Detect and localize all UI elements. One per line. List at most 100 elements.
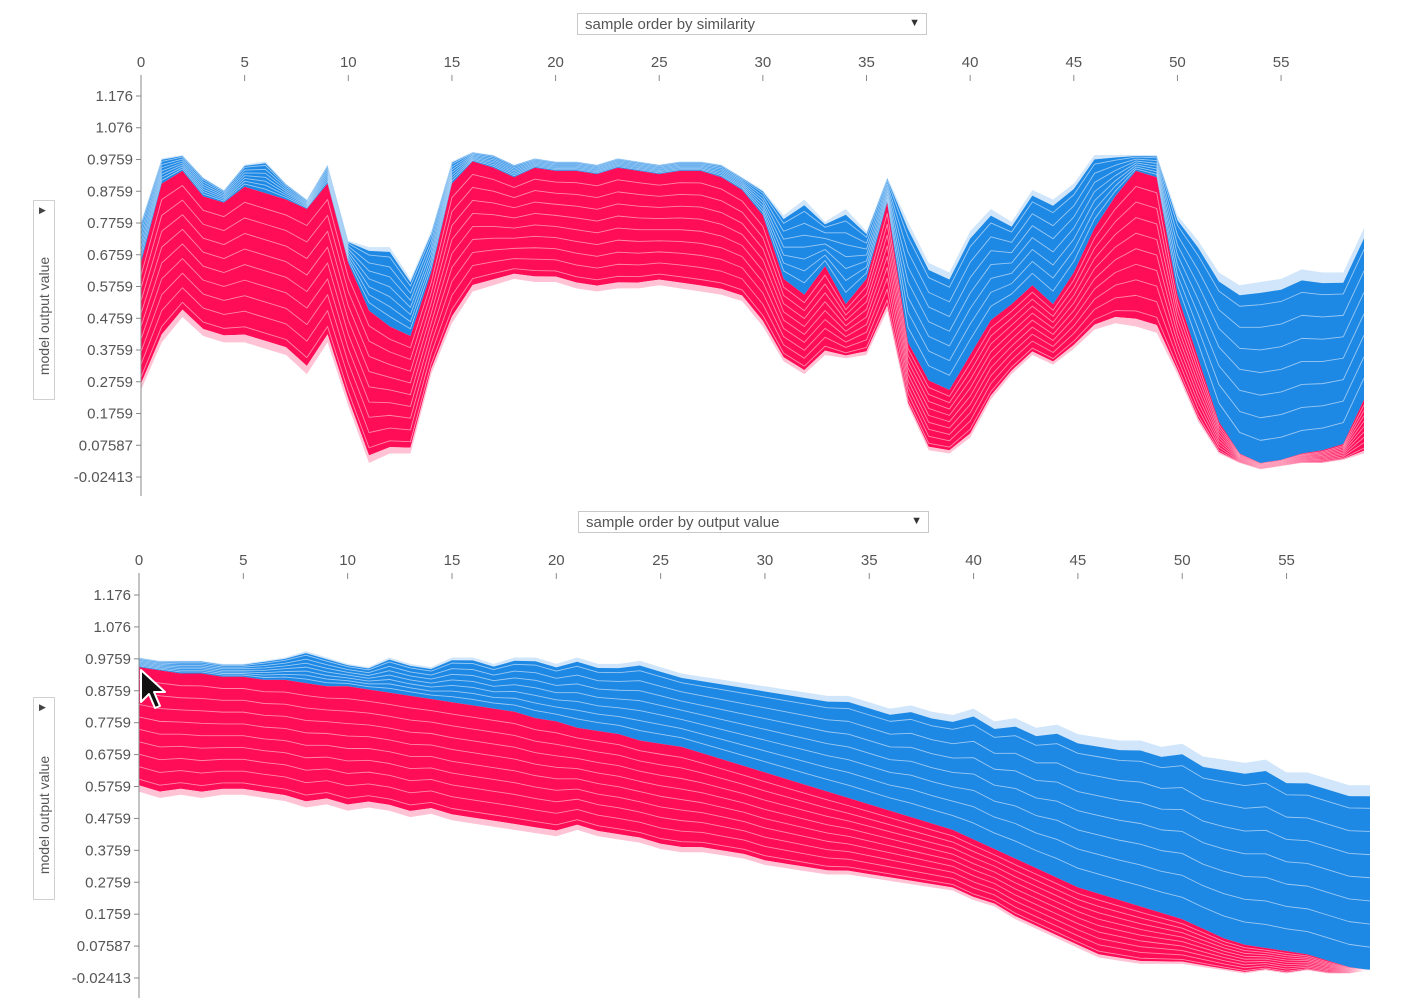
positive-effect-area: [141, 161, 1364, 470]
negative-feature-contour: [138, 665, 1371, 948]
x-tick-label: 55: [1278, 552, 1295, 569]
x-tick-label: 50: [1174, 552, 1191, 569]
y-tick-label: 0.2759: [87, 374, 133, 391]
sort-order-dropdown[interactable]: sample order by output value ▼: [578, 511, 929, 533]
y-tick-label: 0.6759: [87, 247, 133, 264]
x-tick-label: 40: [965, 552, 982, 569]
x-tick-label: 30: [757, 552, 774, 569]
negative-feature-contour: [140, 156, 1365, 373]
y-tick-label: 0.4759: [87, 310, 133, 327]
dropdown-arrow-icon: ▼: [909, 17, 920, 29]
y-tick-label: 0.9759: [87, 152, 133, 169]
negative-effect-area: [141, 152, 1364, 463]
positive-feature-contour: [140, 235, 1365, 468]
dropdown-arrow-icon: ▶: [39, 702, 46, 712]
negative-feature-contour: [140, 153, 1365, 328]
positive-feature-contour: [140, 258, 1365, 469]
positive-edge-area: [141, 273, 1364, 470]
y-tick-label: 0.7759: [85, 715, 131, 732]
negative-feature-contour: [138, 658, 1371, 832]
positive-feature-contour: [138, 716, 1371, 971]
negative-feature-contour: [138, 660, 1371, 856]
x-tick-label: 45: [1065, 54, 1082, 71]
area-layers: [140, 151, 1365, 470]
y-tick-label: 0.07587: [77, 938, 131, 955]
x-tick-label: 15: [444, 552, 461, 569]
y-axis: 1.176 1.076 0.9759 0.8759 0.7759 0.6759 0.5759…: [72, 573, 140, 998]
y-tick-label: 0.3759: [87, 342, 133, 359]
y-tick-label: -0.02413: [74, 469, 133, 486]
x-tick-label: 10: [339, 552, 356, 569]
positive-feature-contour: [138, 766, 1371, 973]
y-tick-label: 1.176: [93, 587, 131, 604]
y-tick-label: 0.4759: [85, 810, 131, 827]
positive-feature-contour: [140, 268, 1365, 470]
negative-feature-contour: [140, 158, 1365, 419]
x-tick-label: 15: [444, 54, 461, 71]
y-tick-label: 0.1759: [85, 906, 131, 923]
y-tick-label: 0.9759: [85, 651, 131, 668]
negative-feature-contour: [140, 154, 1365, 351]
positive-feature-contour: [140, 186, 1365, 465]
negative-feature-contour: [138, 663, 1371, 902]
sort-order-label: sample order by output value: [586, 514, 780, 531]
y-axis-selector[interactable]: ▶ model output value: [33, 697, 55, 900]
x-tick-label: 40: [962, 54, 979, 71]
x-axis: 0 5 10 15 20 25 30 35 40 45 50 55: [137, 54, 1290, 81]
chart-panel-top: sample order by similarity ▼ ▶ model out…: [0, 0, 1408, 500]
area-layers: [138, 651, 1371, 974]
y-axis-selector[interactable]: ▶ model output value: [33, 200, 55, 400]
y-tick-label: -0.02413: [72, 970, 131, 987]
x-axis: 0 5 10 15 20 25 30 35 40 45 50 55: [135, 552, 1295, 579]
y-tick-label: 0.1759: [87, 405, 133, 422]
x-tick-label: 20: [547, 54, 564, 71]
positive-feature-contour: [140, 224, 1365, 467]
x-tick-label: 0: [137, 54, 145, 71]
x-tick-label: 45: [1070, 552, 1087, 569]
y-tick-label: 0.7759: [87, 215, 133, 232]
x-tick-label: 35: [861, 552, 878, 569]
positive-feature-contour: [138, 753, 1371, 973]
positive-effect-area: [139, 667, 1370, 974]
mouse-cursor-icon: [140, 669, 166, 709]
y-tick-label: 1.076: [95, 120, 133, 137]
y-tick-label: 0.07587: [79, 437, 133, 454]
sort-order-dropdown[interactable]: sample order by similarity ▼: [577, 13, 927, 35]
x-tick-label: 50: [1169, 54, 1186, 71]
negative-feature-contour: [140, 152, 1365, 307]
x-tick-label: 5: [240, 54, 248, 71]
x-tick-label: 10: [340, 54, 357, 71]
positive-feature-contour: [140, 213, 1365, 466]
x-tick-label: 0: [135, 552, 143, 569]
force-plot-chart: 0 5 10 15 20 25 30 35 40 45 50 55 1.176 1.076 0.9759 0.…: [72, 552, 1371, 998]
positive-feature-contour: [138, 691, 1371, 971]
positive-feature-contour: [138, 679, 1371, 971]
y-tick-label: 0.3759: [85, 842, 131, 859]
negative-feature-contour: [138, 661, 1371, 879]
y-tick-label: 0.8759: [85, 683, 131, 700]
x-tick-label: 5: [239, 552, 247, 569]
x-tick-label: 25: [652, 552, 669, 569]
x-tick-label: 35: [858, 54, 875, 71]
y-tick-label: 0.5759: [87, 279, 133, 296]
chart-panel-bottom: sample order by output value ▼ ▶ model o…: [0, 500, 1408, 1008]
positive-feature-contour: [140, 247, 1365, 468]
x-tick-label: 20: [548, 552, 565, 569]
x-tick-label: 55: [1273, 54, 1290, 71]
x-tick-label: 30: [755, 54, 772, 71]
y-tick-label: 0.6759: [85, 747, 131, 764]
y-tick-label: 0.5759: [85, 779, 131, 796]
y-tick-label: 1.176: [95, 88, 133, 105]
positive-feature-contour: [140, 173, 1365, 465]
positive-feature-contour: [138, 741, 1371, 972]
y-tick-label: 0.2759: [85, 874, 131, 891]
sort-order-label: sample order by similarity: [585, 16, 756, 33]
dropdown-arrow-icon: ▶: [39, 205, 46, 215]
negative-feature-contour: [140, 159, 1365, 441]
positive-feature-contour: [138, 728, 1370, 971]
positive-feature-contour: [138, 778, 1371, 974]
positive-feature-contour: [138, 704, 1371, 971]
y-axis: 1.176 1.076 0.9759 0.8759 0.7759 0.6759 0.5759…: [74, 75, 142, 496]
dropdown-arrow-icon: ▼: [911, 515, 922, 527]
negative-feature-contour: [138, 654, 1371, 809]
